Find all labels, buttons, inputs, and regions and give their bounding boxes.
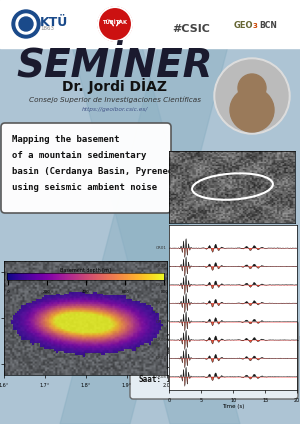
Circle shape	[230, 88, 274, 132]
Text: CR07: CR07	[155, 356, 166, 360]
Text: CR03: CR03	[155, 283, 166, 287]
Polygon shape	[60, 0, 240, 424]
Text: Mapping the basement: Mapping the basement	[12, 134, 119, 143]
Text: basin (Cerdanya Basin, Pyrenees): basin (Cerdanya Basin, Pyrenees)	[12, 167, 184, 176]
Text: CR05: CR05	[155, 320, 166, 324]
Text: Consejo Superior de Investigaciones Científicas: Consejo Superior de Investigaciones Cien…	[29, 97, 201, 103]
Text: CR06: CR06	[155, 338, 166, 342]
X-axis label: Time (s): Time (s)	[222, 404, 244, 409]
Text: CR02: CR02	[155, 265, 166, 268]
FancyBboxPatch shape	[1, 123, 171, 213]
Bar	[255, 84, 265, 90]
Text: 19 Mart 2024: 19 Mart 2024	[165, 362, 220, 371]
Text: Bölüm Toplantı Salonu: Bölüm Toplantı Salonu	[165, 348, 262, 357]
Text: GEO: GEO	[234, 22, 254, 31]
Circle shape	[98, 7, 132, 41]
Text: Yer:: Yer:	[139, 334, 158, 343]
Circle shape	[214, 58, 290, 134]
Text: #CSIC: #CSIC	[172, 24, 210, 34]
Circle shape	[19, 17, 33, 31]
Bar	[239, 84, 249, 90]
Text: CR08: CR08	[155, 375, 166, 379]
Text: 14.30: 14.30	[165, 376, 188, 385]
Text: CR04: CR04	[155, 301, 166, 305]
Circle shape	[238, 74, 266, 102]
Text: SEMİNER: SEMİNER	[17, 47, 213, 85]
Circle shape	[16, 14, 36, 34]
Text: of a mountain sedimentary: of a mountain sedimentary	[12, 151, 146, 159]
Circle shape	[216, 60, 288, 132]
Polygon shape	[60, 0, 240, 424]
Text: https://geoibor.csic.es/: https://geoibor.csic.es/	[82, 106, 148, 112]
Text: CR01: CR01	[155, 246, 166, 250]
Text: using seismic ambient noise: using seismic ambient noise	[12, 182, 157, 192]
Text: 3: 3	[253, 23, 258, 29]
Bar	[168, 14, 228, 44]
Text: TÜBİTAK: TÜBİTAK	[103, 20, 128, 25]
Bar	[232, 14, 296, 44]
Text: Tarih:: Tarih:	[139, 362, 167, 371]
Title: Basement depth [m]: Basement depth [m]	[60, 268, 111, 273]
Circle shape	[12, 10, 40, 38]
Text: Dr. Jordi DİAZ: Dr. Jordi DİAZ	[62, 78, 167, 94]
Bar	[0, 0, 300, 48]
FancyBboxPatch shape	[130, 321, 298, 399]
Text: 1863: 1863	[40, 26, 54, 31]
Text: Saat:: Saat:	[139, 376, 162, 385]
Text: KTÜ Jeofizik Mühendisliği Bölümü: KTÜ Jeofizik Mühendisliği Bölümü	[165, 333, 300, 343]
Text: BCN: BCN	[259, 22, 277, 31]
Text: KTÜ: KTÜ	[40, 16, 68, 28]
